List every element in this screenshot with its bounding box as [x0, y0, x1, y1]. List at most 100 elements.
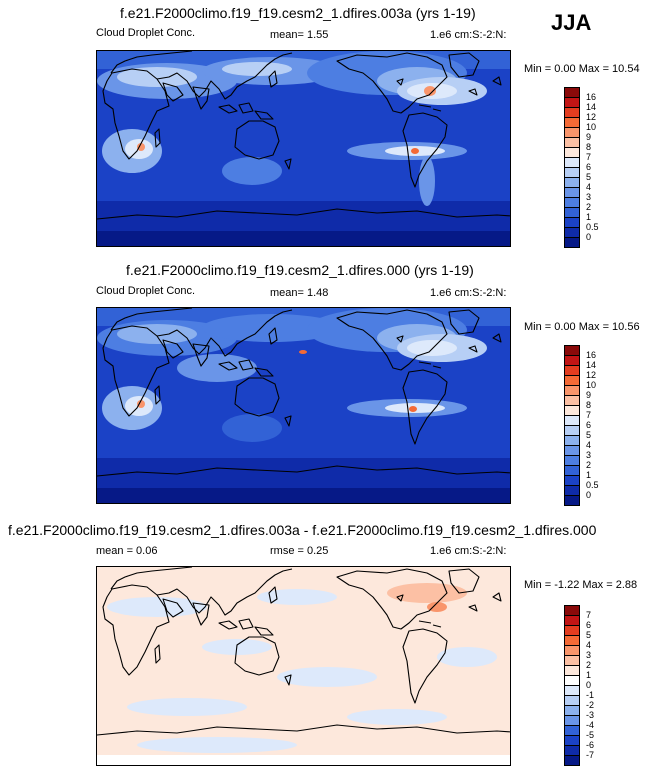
colorbar-label: 5: [586, 430, 592, 440]
colorbar-box: [565, 386, 579, 396]
colorbar-label: 9: [586, 390, 592, 400]
colorbar-label: 2: [586, 660, 592, 670]
colorbar-box: [565, 158, 579, 168]
colorbar-label: 3: [586, 450, 592, 460]
colorbar-label: 0.5: [586, 222, 599, 232]
colorbar-box: [565, 476, 579, 486]
panel1-title: f.e21.F2000climo.f19_f19.cesm2_1.dfires.…: [120, 5, 476, 21]
panel2-variable-label: Cloud Droplet Conc.: [96, 285, 196, 297]
panel3-map: [96, 566, 511, 766]
colorbar-box: [565, 366, 579, 376]
colorbar-box: [565, 168, 579, 178]
colorbar-box: [565, 188, 579, 198]
colorbar-label: 1: [586, 212, 592, 222]
colorbar-label: -3: [586, 710, 595, 720]
panel1-map: [96, 50, 511, 247]
colorbar-label: 12: [586, 112, 597, 122]
colorbar-box: [565, 356, 579, 366]
colorbar-label: 10: [586, 122, 597, 132]
colorbar-label: 10: [586, 380, 597, 390]
colorbar-box: [565, 128, 579, 138]
colorbar-box: [565, 396, 579, 406]
colorbar-box: [565, 696, 579, 706]
colorbar-label: -4: [586, 720, 595, 730]
colorbar-label: 12: [586, 370, 597, 380]
panel1-mean-label: mean= 1.55: [270, 29, 329, 41]
panel2-map: [96, 307, 511, 504]
colorbar-label: 0: [586, 490, 592, 500]
colorbar-box: [565, 466, 579, 476]
colorbar-box: [565, 346, 579, 356]
colorbar-label: 7: [586, 152, 592, 162]
colorbar-box: [565, 656, 579, 666]
colorbar-box: [565, 456, 579, 466]
colorbar-box: [565, 736, 579, 746]
colorbar-box: [565, 228, 579, 238]
colorbar-box: [565, 636, 579, 646]
colorbar-label: -5: [586, 730, 595, 740]
colorbar-label: -7: [586, 750, 595, 760]
colorbar-label: 9: [586, 132, 592, 142]
colorbar-label: 8: [586, 400, 592, 410]
colorbar-box: [565, 686, 579, 696]
colorbar-box: [565, 746, 579, 756]
colorbar-box: [565, 626, 579, 636]
colorbar-box: [565, 446, 579, 456]
panel2-title: f.e21.F2000climo.f19_f19.cesm2_1.dfires.…: [126, 262, 474, 278]
colorbar-label: 4: [586, 182, 592, 192]
colorbar-box: [565, 88, 579, 98]
panel3-colorbar: [564, 605, 580, 766]
colorbar-box: [565, 716, 579, 726]
colorbar-box: [565, 666, 579, 676]
panel2-minmax-label: Min = 0.00 Max = 10.56: [524, 321, 640, 333]
colorbar-label: 2: [586, 202, 592, 212]
panel3-minmax-label: Min = -1.22 Max = 2.88: [524, 579, 638, 591]
colorbar-label: 2: [586, 460, 592, 470]
colorbar-label: 6: [586, 162, 592, 172]
colorbar-label: 6: [586, 420, 592, 430]
colorbar-box: [565, 108, 579, 118]
colorbar-box: [565, 606, 579, 616]
colorbar-box: [565, 218, 579, 228]
colorbar-label: 1: [586, 470, 592, 480]
panel2-mean-label: mean= 1.48: [270, 287, 329, 299]
colorbar-label: 4: [586, 640, 592, 650]
colorbar-box: [565, 406, 579, 416]
colorbar-box: [565, 726, 579, 736]
colorbar-box: [565, 756, 579, 765]
colorbar-box: [565, 496, 579, 505]
colorbar-box: [565, 118, 579, 128]
colorbar-label: 14: [586, 360, 597, 370]
colorbar-label: 6: [586, 620, 592, 630]
panel2-colorbar: [564, 345, 580, 506]
panel1-variable-label: Cloud Droplet Conc.: [96, 27, 196, 39]
colorbar-label: 5: [586, 630, 592, 640]
colorbar-label: 0: [586, 680, 592, 690]
colorbar-label: 3: [586, 650, 592, 660]
colorbar-box: [565, 426, 579, 436]
colorbar-label: 8: [586, 142, 592, 152]
panel3-units-label: 1.e6 cm:S:-2:N:: [430, 545, 507, 557]
panel1-minmax-label: Min = 0.00 Max = 10.54: [524, 63, 640, 75]
panel3-mean-label: mean = 0.06: [96, 545, 158, 557]
colorbar-box: [565, 376, 579, 386]
colorbar-label: 1: [586, 670, 592, 680]
colorbar-box: [565, 616, 579, 626]
colorbar-label: 5: [586, 172, 592, 182]
colorbar-label: 3: [586, 192, 592, 202]
panel2-units-label: 1.e6 cm:S:-2:N:: [430, 287, 507, 299]
colorbar-box: [565, 98, 579, 108]
colorbar-box: [565, 706, 579, 716]
colorbar-box: [565, 238, 579, 247]
colorbar-box: [565, 138, 579, 148]
panel3-rmse-label: rmse = 0.25: [270, 545, 329, 557]
colorbar-label: -1: [586, 690, 595, 700]
colorbar-label: 4: [586, 440, 592, 450]
colorbar-label: -6: [586, 740, 595, 750]
panel1-colorbar: [564, 87, 580, 248]
colorbar-label: 0.5: [586, 480, 599, 490]
panel3-title: f.e21.F2000climo.f19_f19.cesm2_1.dfires.…: [8, 522, 597, 538]
colorbar-box: [565, 646, 579, 656]
colorbar-label: 7: [586, 610, 592, 620]
colorbar-label: 16: [586, 350, 597, 360]
